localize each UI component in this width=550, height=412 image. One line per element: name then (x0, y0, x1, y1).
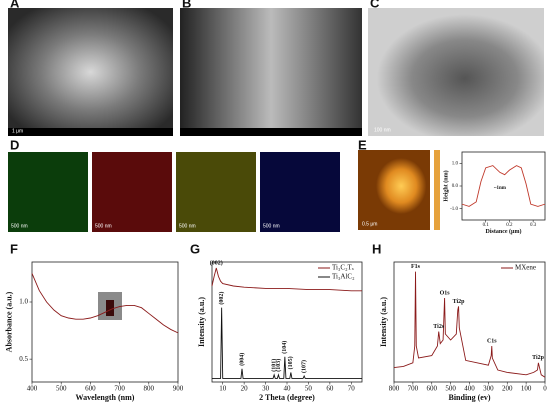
x-tick-label: 10 (219, 385, 227, 393)
eds-map (260, 152, 340, 232)
data-line (461, 165, 546, 207)
x-tick-label: 400 (27, 385, 38, 393)
annotation: O1s (440, 290, 451, 296)
x-tick-label: 70 (348, 385, 356, 393)
scale-bar-label: 500 nm (95, 223, 112, 229)
legend-label: Ti₃AlC₂ (332, 273, 355, 281)
annotation: F1s (411, 264, 421, 270)
x-tick-label: 900 (173, 385, 184, 393)
y-axis-label: Intensity (a.u.) (197, 297, 206, 347)
scale-bar-label: 0.5 μm (362, 221, 377, 227)
annotation: Ti2p (453, 299, 466, 305)
y-axis-label: Intensity (a.u.) (379, 297, 388, 347)
info-bar (8, 128, 173, 136)
annotation: (104) (281, 341, 288, 354)
x-tick-label: 0.2 (506, 223, 513, 228)
annotation: (103) (275, 359, 282, 372)
x-tick-label: 300 (483, 385, 494, 393)
tem-image (368, 8, 544, 136)
x-tick-label: 400 (464, 385, 475, 393)
scale-bar-label: 1 μm (12, 128, 23, 134)
x-tick-label: 700 (114, 385, 125, 393)
panel-label: C (370, 0, 380, 10)
legend-label: Ti₃C₂Tₓ (332, 264, 355, 272)
eds-map (8, 152, 88, 232)
annotation: (002) (210, 259, 223, 266)
x-axis-label: Binding (ev) (448, 393, 490, 402)
x-tick-label: 0.1 (483, 223, 490, 228)
x-tick-label: 50 (305, 385, 313, 393)
x-tick-label: 40 (284, 385, 292, 393)
x-axis-label: Distance (μm) (486, 228, 522, 235)
panel-label: H (372, 241, 381, 256)
x-tick-label: 800 (389, 385, 400, 393)
x-tick-label: 30 (262, 385, 270, 393)
y-tick-label: 0.5 (19, 355, 28, 363)
annotation: C1s (487, 338, 497, 344)
x-tick-label: 600 (85, 385, 96, 393)
eds-map (92, 152, 172, 232)
y-axis-label: Height (nm) (442, 170, 449, 201)
scale-bar-label: 500 nm (179, 223, 196, 229)
plot-frame (31, 261, 179, 383)
annotation: ~1nm (494, 186, 507, 191)
x-tick-label: 60 (326, 385, 334, 393)
sem-image (180, 8, 362, 136)
panel-label: A (10, 0, 20, 10)
panel-label: E (358, 137, 367, 152)
y-tick-label: 1.0 (19, 298, 28, 306)
x-tick-label: 100 (521, 385, 532, 393)
panel-label: G (190, 241, 200, 256)
colorbar (434, 150, 440, 230)
data-line (393, 271, 546, 378)
x-tick-label: 800 (144, 385, 155, 393)
eds-map (176, 152, 256, 232)
x-axis-label: Wavelength (nm) (76, 393, 135, 402)
annotation: (107) (301, 360, 308, 373)
afm-image (358, 150, 430, 230)
annotation: Ti2p (532, 355, 545, 361)
scale-bar-label: 500 nm (263, 223, 280, 229)
vial (106, 300, 114, 316)
legend-label: MXene (515, 264, 536, 272)
y-axis-label: Absorbance (a.u.) (4, 291, 13, 352)
scale-bar-label: 500 nm (11, 223, 28, 229)
x-tick-label: 500 (445, 385, 456, 393)
x-tick-label: 700 (408, 385, 419, 393)
annotation: (105) (287, 356, 294, 369)
sem-image (8, 8, 173, 136)
y-tick-label: 0.0 (452, 184, 459, 189)
data-line (211, 267, 362, 292)
scale-bar-label: 100 nm (374, 127, 391, 133)
x-tick-label: 200 (502, 385, 513, 393)
panel-label: F (10, 241, 18, 256)
data-line (212, 307, 362, 379)
info-bar (180, 128, 362, 136)
plot-frame (393, 261, 546, 383)
y-tick-label: -1.0 (450, 207, 458, 212)
annotation: (002) (218, 292, 225, 305)
annotation: (004) (238, 353, 245, 366)
x-axis-label: 2 Theta (degree) (259, 393, 315, 402)
panel-label: D (10, 137, 19, 152)
data-line (31, 273, 179, 334)
panel-label: B (182, 0, 191, 10)
x-tick-label: 500 (56, 385, 67, 393)
x-tick-label: 0 (543, 385, 547, 393)
y-tick-label: 1.0 (452, 161, 459, 166)
x-tick-label: 20 (241, 385, 249, 393)
annotation: (101) (271, 359, 278, 372)
x-tick-label: 600 (427, 385, 438, 393)
x-tick-label: 0.3 (530, 223, 537, 228)
annotation: Ti2s (433, 324, 445, 330)
